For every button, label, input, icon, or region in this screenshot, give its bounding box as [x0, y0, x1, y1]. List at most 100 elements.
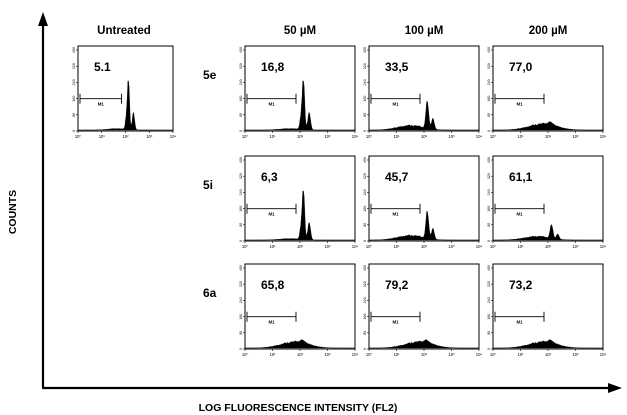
x-tick-label: 10¹ [517, 352, 524, 357]
y-tick-label: 320 [487, 63, 491, 69]
x-tick-label: 10¹ [517, 134, 524, 139]
x-tick-label: 10⁴ [600, 134, 607, 139]
x-tick-label: 10² [545, 134, 552, 139]
column-header-concentration: 100 µM [405, 25, 444, 37]
column-headers: Untreated 50 µM 100 µM 200 µM [97, 25, 567, 37]
x-tick-label: 10¹ [269, 244, 276, 249]
y-tick-label: 160 [487, 206, 491, 212]
panel-frame [368, 263, 480, 350]
x-tick-label: 10² [421, 352, 428, 357]
y-tick-label: 400 [239, 157, 243, 163]
histogram-panels: 0 80 160 240 320 400 10⁰ 10¹ 10² 10³ 10⁴ M1 5.1 5e 0 80… [72, 45, 607, 357]
y-tick-label: 0 [487, 348, 491, 350]
panel-frame [368, 155, 480, 242]
histogram-panel-5i-3: 0 80 160 240 320 400 10⁰ 10¹ 10² 10³ 10⁴ M1 61,1 [487, 155, 606, 249]
histogram-panel-5e-3: 0 80 160 240 320 400 10⁰ 10¹ 10² 10³ 10⁴ M1 77,0 [487, 45, 607, 139]
y-tick-label: 160 [72, 96, 76, 102]
y-tick-label: 80 [487, 331, 491, 335]
panel-frame [77, 45, 174, 132]
gate-m1-label: M1 [268, 102, 275, 107]
x-tick-label: 10³ [448, 244, 455, 249]
y-tick-label: 400 [239, 265, 243, 271]
x-tick-label: 10¹ [99, 134, 106, 139]
x-tick-label: 10² [297, 244, 304, 249]
y-tick-label: 320 [487, 173, 491, 179]
x-tick-label: 10⁰ [366, 244, 373, 249]
histogram-panel-6a-3: 0 80 160 240 320 400 10⁰ 10¹ 10² 10³ 10⁴ M1 73,2 [487, 263, 607, 357]
x-tick-label: 10³ [448, 134, 455, 139]
y-tick-label: 240 [363, 79, 367, 85]
x-tick-label: 10⁴ [600, 352, 607, 357]
gated-percentage: 61,1 [509, 170, 533, 184]
histogram-area [244, 339, 355, 349]
column-header-concentration: 200 µM [529, 25, 568, 37]
y-tick-label: 240 [487, 297, 491, 303]
x-tick-label: 10⁰ [75, 134, 82, 139]
gated-percentage: 73,2 [509, 278, 533, 292]
gate-m1-label: M1 [392, 320, 399, 325]
x-tick-label: 10⁴ [170, 134, 177, 139]
y-tick-label: 0 [487, 130, 491, 132]
y-tick-label: 320 [72, 63, 76, 69]
y-tick-label: 400 [487, 265, 491, 271]
y-tick-label: 80 [363, 223, 367, 227]
gated-percentage: 6,3 [261, 170, 278, 184]
y-tick-label: 320 [239, 281, 243, 287]
y-tick-label: 400 [239, 47, 243, 53]
panel-frame [492, 155, 604, 242]
y-tick-label: 160 [487, 314, 491, 320]
x-tick-label: 10³ [572, 244, 579, 249]
x-axis-arrowhead [608, 383, 622, 393]
gated-percentage: 16,8 [261, 60, 285, 74]
x-tick-label: 10¹ [393, 244, 400, 249]
x-tick-label: 10⁰ [490, 134, 497, 139]
row-label-compound: 5e [203, 68, 217, 82]
y-tick-label: 160 [363, 206, 367, 212]
x-tick-label: 10⁴ [476, 352, 483, 357]
gated-percentage: 79,2 [385, 278, 409, 292]
histogram-area [368, 339, 479, 349]
y-tick-label: 160 [239, 96, 243, 102]
gate-m1-label: M1 [516, 102, 523, 107]
y-tick-label: 400 [363, 47, 367, 53]
x-tick-label: 10² [122, 134, 129, 139]
x-tick-label: 10⁰ [366, 352, 373, 357]
x-tick-label: 10¹ [269, 352, 276, 357]
gate-m1-label: M1 [268, 212, 275, 217]
row-label-compound: 6a [203, 286, 217, 300]
panel-frame [244, 155, 356, 242]
y-tick-label: 320 [363, 281, 367, 287]
x-tick-label: 10⁴ [352, 244, 359, 249]
panel-frame [368, 45, 480, 132]
x-tick-label: 10³ [324, 352, 331, 357]
y-tick-label: 0 [363, 130, 367, 132]
histogram-area [492, 339, 603, 349]
histogram-panel-5e-1: 0 80 160 240 320 400 10⁰ 10¹ 10² 10³ 10⁴ M1 16,8 [239, 45, 358, 139]
gate-m1-label: M1 [516, 320, 523, 325]
histogram-area [245, 190, 355, 241]
x-tick-label: 10⁰ [490, 352, 497, 357]
x-tick-label: 10¹ [269, 134, 276, 139]
histogram-panel-5i-2: 0 80 160 240 320 400 10⁰ 10¹ 10² 10³ 10⁴ M1 45,7 [363, 155, 482, 249]
y-tick-label: 240 [239, 297, 243, 303]
gated-percentage: 5.1 [94, 60, 111, 74]
panel-frame [492, 263, 604, 350]
x-tick-label: 10³ [572, 352, 579, 357]
y-axis-label: COUNTS [7, 190, 19, 234]
histogram-panel-6a-1: 0 80 160 240 320 400 10⁰ 10¹ 10² 10³ 10⁴ M1 65,8 [239, 263, 358, 357]
histogram-area [368, 210, 479, 241]
x-tick-label: 10¹ [517, 244, 524, 249]
y-tick-label: 320 [239, 63, 243, 69]
gated-percentage: 33,5 [385, 60, 409, 74]
x-axis-label: LOG FLUORESCENCE INTENSITY (FL2) [199, 402, 398, 414]
y-tick-label: 0 [363, 240, 367, 242]
gate-m1-label: M1 [516, 212, 523, 217]
y-tick-label: 320 [487, 281, 491, 287]
y-tick-label: 320 [363, 173, 367, 179]
column-header-untreated: Untreated [97, 25, 151, 37]
histogram-area [492, 224, 603, 241]
y-tick-label: 400 [487, 157, 491, 163]
y-tick-label: 0 [363, 348, 367, 350]
x-tick-label: 10³ [146, 134, 153, 139]
histogram-area [492, 121, 603, 131]
